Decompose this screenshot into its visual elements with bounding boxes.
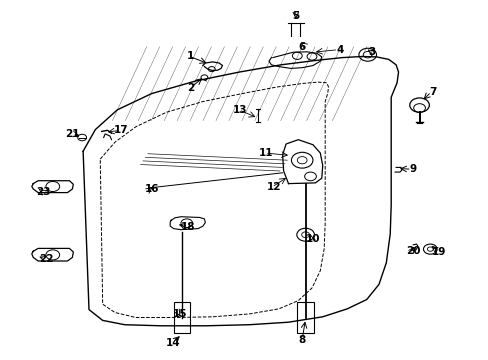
Text: 23: 23 [36,186,50,197]
Text: 7: 7 [428,87,436,97]
Text: 16: 16 [144,184,159,194]
Text: 1: 1 [187,51,194,61]
Text: 9: 9 [409,164,416,174]
Text: 8: 8 [298,335,305,345]
Text: 19: 19 [431,247,446,257]
Text: 4: 4 [335,45,343,55]
Text: 5: 5 [292,11,299,21]
Text: 15: 15 [172,309,187,319]
Text: 18: 18 [181,222,195,232]
Text: 20: 20 [405,246,420,256]
Bar [297,302,313,333]
Text: 22: 22 [39,254,54,264]
Text: 11: 11 [259,148,273,158]
Text: 10: 10 [305,234,320,244]
Text: 13: 13 [232,105,246,115]
Text: 17: 17 [114,125,128,135]
Text: 2: 2 [187,83,194,93]
Text: 3: 3 [367,47,374,57]
Text: 6: 6 [298,42,305,52]
Bar [173,302,190,333]
Text: 14: 14 [166,338,181,348]
Text: 21: 21 [65,129,80,139]
Text: 12: 12 [266,182,281,192]
